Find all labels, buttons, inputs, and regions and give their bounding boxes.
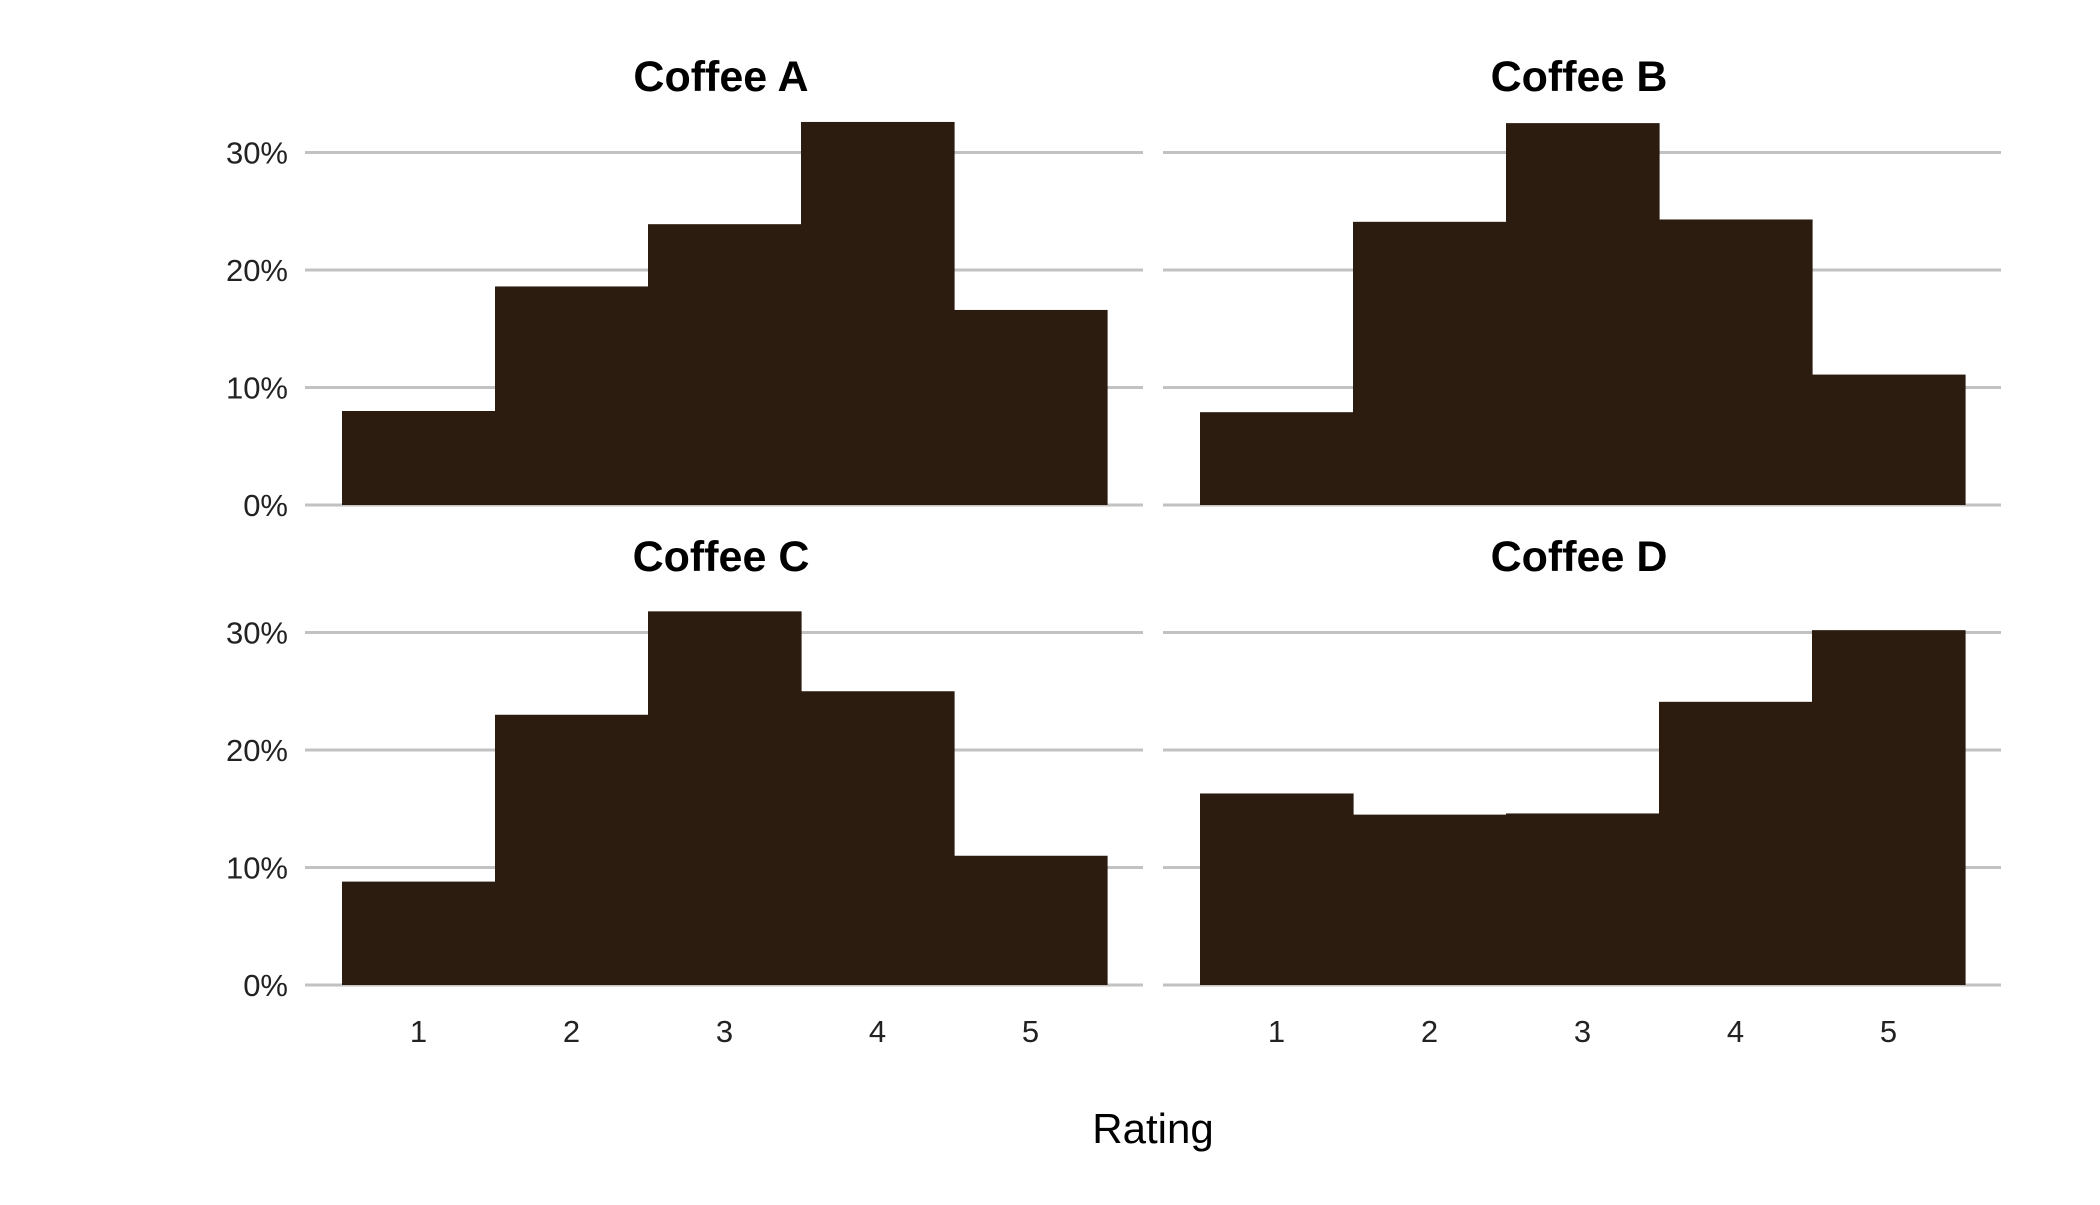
bar-rating-5	[1812, 374, 1966, 505]
x-tick-label: 5	[1880, 1014, 1897, 1049]
y-tick-label: 0%	[243, 488, 288, 523]
bar-rating-5	[954, 855, 1108, 985]
x-tick-label: 4	[1727, 1014, 1744, 1049]
bar-rating-1	[342, 411, 496, 505]
x-tick-label: 4	[869, 1014, 886, 1049]
y-tick-label: 10%	[226, 851, 288, 886]
y-tick-label: 0%	[243, 968, 288, 1003]
y-tick-label: 10%	[226, 371, 288, 406]
bar-rating-1	[342, 881, 496, 985]
bar-rating-3	[1506, 123, 1660, 505]
y-tick-label: 30%	[226, 616, 288, 651]
bar-rating-4	[801, 691, 955, 985]
bar-rating-2	[1353, 221, 1507, 505]
facet-panel-1: Coffee A 0% 10% 20% 30%	[226, 53, 1143, 523]
y-tick-label: 20%	[226, 253, 288, 288]
bar-rating-1	[1200, 412, 1354, 505]
bar-rating-5	[1812, 630, 1966, 985]
x-tick-label: 5	[1022, 1014, 1039, 1049]
bar-rating-1	[1200, 793, 1354, 985]
bar-rating-4	[1659, 701, 1813, 985]
bar-rating-3	[648, 224, 802, 506]
bar-rating-3	[1506, 813, 1660, 985]
bar-rating-4	[1659, 219, 1813, 505]
bar-rating-5	[954, 309, 1108, 505]
x-axis-title: Rating	[1092, 1105, 1213, 1152]
bar-rating-2	[1353, 814, 1507, 985]
bar-rating-3	[648, 611, 802, 985]
bar-rating-4	[801, 121, 955, 505]
y-tick-label: 30%	[226, 136, 288, 171]
x-tick-label: 2	[563, 1014, 580, 1049]
x-tick-label: 3	[1574, 1014, 1591, 1049]
bar-rating-2	[495, 286, 649, 505]
facet-title: Coffee A	[633, 53, 808, 101]
x-tick-label: 2	[1421, 1014, 1438, 1049]
x-tick-label: 1	[1268, 1014, 1285, 1049]
x-tick-label: 3	[716, 1014, 733, 1049]
y-tick-label: 20%	[226, 733, 288, 768]
facet-title: Coffee B	[1491, 53, 1668, 101]
facet-title: Coffee C	[633, 533, 810, 581]
facet-panel-4: Coffee D 1 2 3 4 5	[1163, 533, 2001, 1049]
facet-panel-2: Coffee B	[1163, 53, 2001, 507]
facet-panel-3: Coffee C 0% 10% 20% 30% 1 2 3 4 5	[226, 533, 1143, 1049]
bar-rating-2	[495, 714, 649, 985]
facet-title: Coffee D	[1491, 533, 1668, 581]
x-tick-label: 1	[410, 1014, 427, 1049]
